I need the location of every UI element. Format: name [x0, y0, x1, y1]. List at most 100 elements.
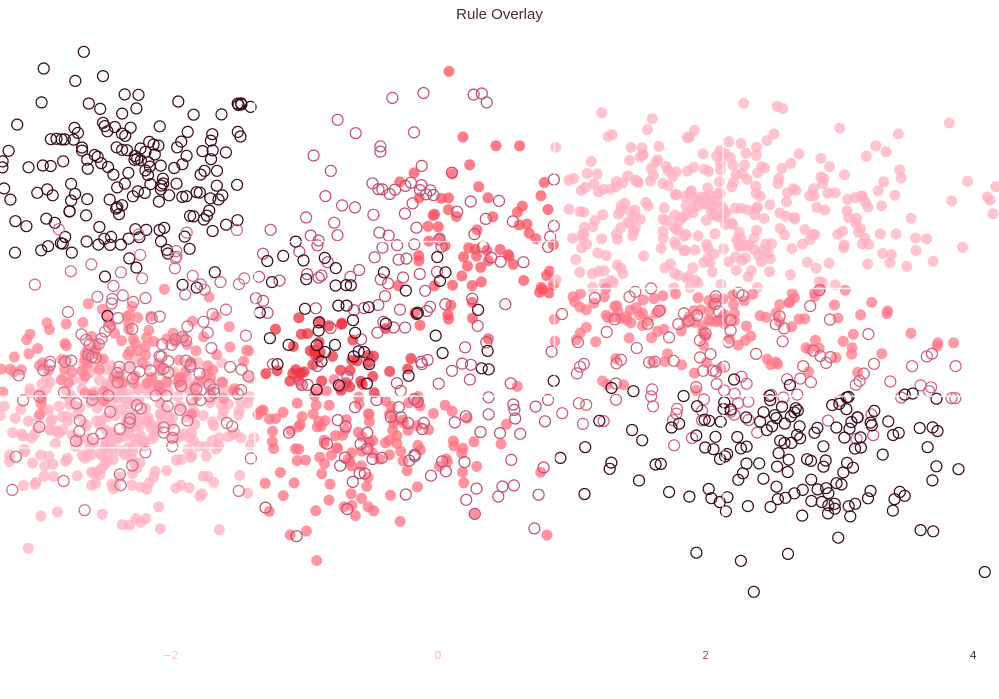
data-point: [190, 345, 202, 357]
data-point: [204, 134, 217, 147]
data-point: [578, 206, 590, 218]
data-point: [394, 411, 407, 424]
data-point: [641, 124, 653, 136]
data-point: [144, 178, 157, 191]
data-point: [605, 381, 618, 394]
data-point: [404, 176, 417, 189]
data-point: [259, 477, 271, 489]
data-point: [40, 212, 53, 225]
data-point: [878, 176, 890, 188]
data-point: [845, 415, 858, 429]
data-point: [957, 241, 969, 253]
data-point: [157, 177, 170, 190]
data-point: [181, 414, 194, 427]
data-point: [316, 468, 328, 480]
data-point: [238, 272, 251, 285]
data-point: [850, 218, 862, 229]
data-point: [358, 467, 371, 480]
data-point: [172, 95, 185, 108]
data-point: [166, 440, 179, 453]
data-point: [930, 392, 943, 405]
data-point: [646, 332, 657, 344]
data-point: [259, 501, 272, 514]
data-point: [413, 250, 425, 262]
data-point: [819, 482, 833, 495]
data-point: [263, 332, 276, 345]
data-point: [371, 326, 384, 339]
data-point: [987, 208, 999, 220]
data-point: [464, 159, 476, 171]
data-point: [213, 524, 225, 536]
data-point: [889, 189, 901, 201]
data-point: [96, 450, 108, 462]
data-point: [808, 190, 820, 202]
data-point: [714, 415, 727, 428]
data-point: [888, 493, 901, 506]
data-point: [95, 415, 107, 427]
data-point: [174, 400, 186, 412]
data-point: [706, 364, 719, 377]
data-point: [867, 429, 880, 442]
data-point: [387, 321, 400, 334]
data-point: [709, 228, 721, 240]
data-point: [793, 148, 805, 160]
data-point: [764, 253, 776, 265]
data-point: [9, 215, 22, 228]
data-point: [393, 303, 407, 316]
data-point: [532, 488, 545, 501]
data-point: [805, 494, 818, 508]
data-point: [124, 345, 136, 357]
data-point: [818, 173, 830, 185]
data-point: [479, 212, 492, 225]
data-point: [537, 461, 550, 474]
data-point: [78, 504, 91, 517]
data-point: [352, 345, 365, 358]
data-point: [184, 209, 197, 222]
data-point: [114, 431, 125, 443]
data-point: [641, 317, 654, 330]
data-point: [742, 413, 755, 427]
data-point: [864, 484, 877, 498]
data-point: [59, 230, 72, 244]
data-point: [37, 62, 50, 75]
data-point: [224, 341, 236, 353]
data-point: [738, 97, 750, 109]
data-point: [126, 372, 139, 385]
data-point: [189, 418, 201, 430]
data-point: [376, 183, 389, 196]
data-point: [349, 510, 361, 522]
data-point: [468, 228, 481, 241]
data-point: [811, 421, 824, 434]
data-point: [41, 240, 55, 253]
data-point: [146, 371, 158, 383]
data-point: [271, 358, 284, 371]
data-point: [400, 252, 413, 265]
data-point: [550, 274, 562, 286]
data-point: [740, 457, 753, 470]
data-point: [770, 411, 783, 425]
data-point: [30, 476, 42, 488]
data-point: [197, 315, 210, 328]
data-point: [886, 428, 900, 442]
data-point: [809, 229, 821, 240]
data-point: [733, 227, 745, 238]
data-point: [156, 338, 169, 351]
data-point: [690, 429, 703, 442]
data-point: [847, 328, 859, 340]
data-point: [794, 372, 807, 385]
data-point: [473, 181, 485, 193]
data-point: [704, 348, 717, 361]
data-point: [456, 357, 469, 370]
data-point: [233, 404, 245, 416]
data-point: [742, 395, 755, 408]
data-point: [391, 239, 404, 252]
data-point: [65, 389, 77, 401]
data-point: [800, 453, 814, 466]
data-point: [690, 274, 702, 286]
data-point: [79, 333, 93, 346]
data-point: [181, 320, 194, 333]
data-point: [232, 484, 245, 497]
data-point: [614, 353, 628, 366]
data-point: [703, 314, 715, 326]
data-point: [773, 172, 785, 184]
